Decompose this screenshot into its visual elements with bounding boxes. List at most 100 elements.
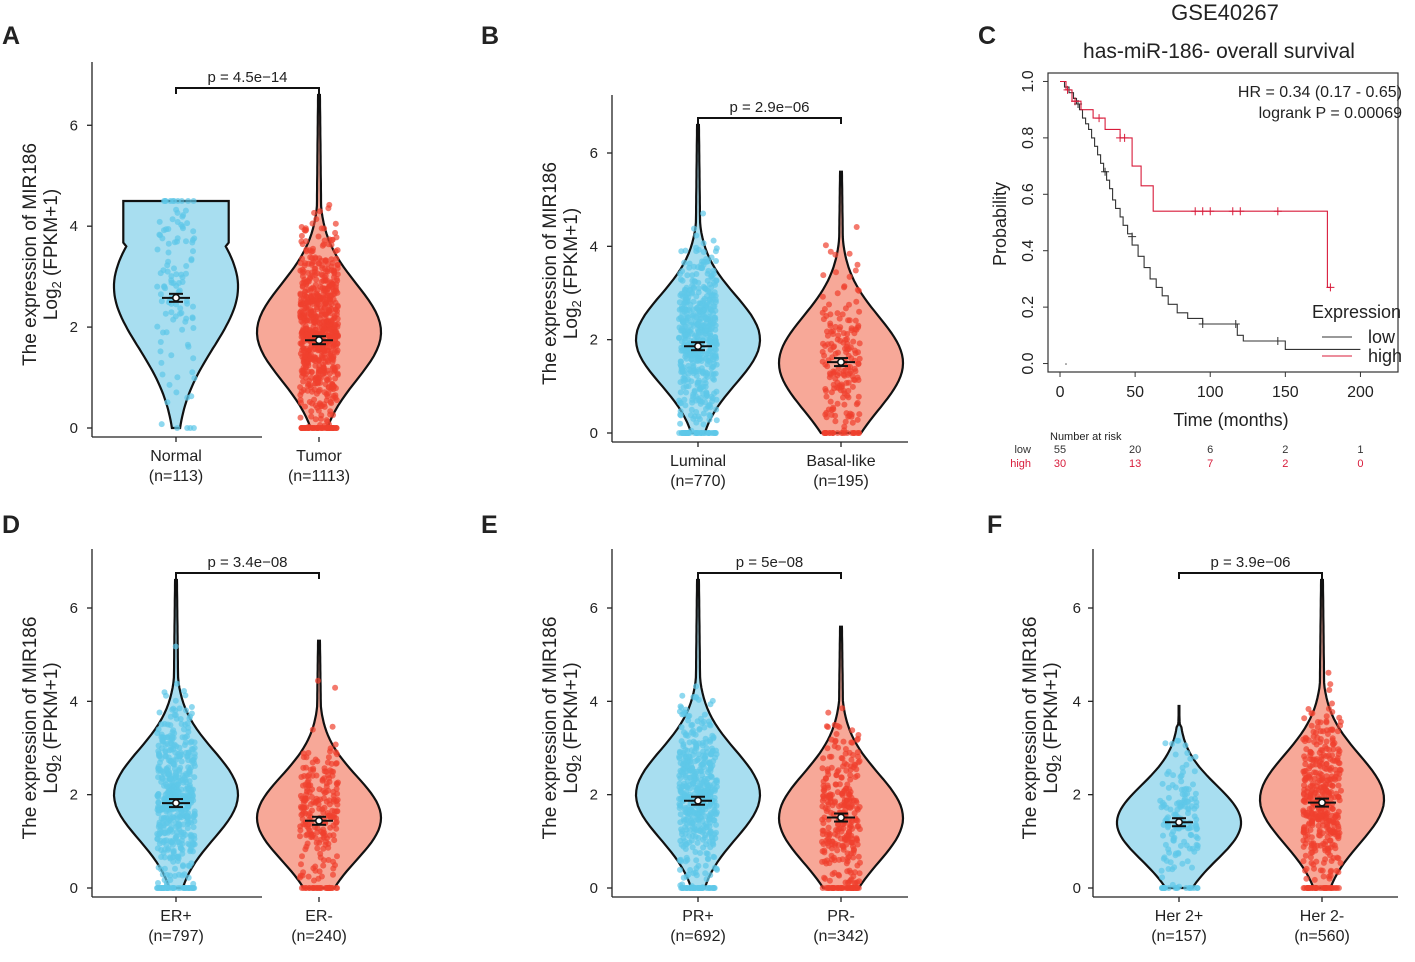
data-point: [842, 746, 849, 752]
data-point: [304, 840, 311, 847]
data-point: [1169, 740, 1176, 747]
data-point: [824, 363, 831, 370]
data-point: [856, 308, 863, 315]
survival-line: [1060, 80, 1361, 350]
km-panel-c: C GSE40267 has-miR-186- overall survival 0 5…: [978, 0, 1402, 470]
data-point: [691, 388, 698, 395]
data-point: [165, 249, 172, 256]
data-point: [325, 321, 332, 328]
data-point: [314, 845, 321, 852]
data-point: [1189, 864, 1195, 871]
data-point: [309, 248, 316, 255]
data-point: [821, 858, 828, 865]
data-point: [689, 330, 696, 337]
data-point: [185, 874, 192, 881]
data-point: [856, 411, 863, 418]
data-point: [1320, 873, 1327, 880]
data-point: [1162, 841, 1169, 848]
data-point: [1300, 790, 1307, 797]
violin-group-pr-: PR- (n=342): [777, 625, 905, 945]
y-tick-label: 4: [70, 693, 78, 710]
data-point: [154, 806, 161, 813]
data-point: [307, 287, 314, 294]
data-point: [313, 276, 320, 283]
y-tick-label: 0.6: [1020, 183, 1037, 205]
mean-marker: [172, 799, 180, 808]
data-point: [707, 844, 714, 851]
censor-mark: [1228, 207, 1237, 216]
data-point: [1335, 782, 1342, 789]
data-point: [686, 712, 693, 719]
data-point: [1335, 746, 1342, 753]
data-point: [708, 750, 715, 757]
data-point: [187, 425, 194, 431]
y-axis-subtitle: Log2 (FPKM+1): [561, 662, 584, 793]
data-point: [693, 683, 699, 690]
data-point: [839, 311, 846, 318]
data-point: [310, 308, 317, 315]
data-point: [298, 296, 305, 303]
data-point: [708, 773, 715, 780]
data-point: [689, 312, 696, 319]
data-point: [850, 873, 857, 880]
data-point: [333, 825, 340, 832]
data-point: [681, 396, 688, 403]
data-point: [161, 284, 168, 290]
data-point: [684, 272, 691, 279]
data-point: [298, 330, 305, 337]
data-point: [1177, 804, 1184, 811]
data-point: [832, 418, 839, 425]
data-point: [313, 772, 320, 779]
data-point: [166, 792, 173, 799]
data-point: [157, 339, 164, 345]
data-point: [846, 250, 853, 257]
data-point: [713, 258, 719, 264]
data-point: [840, 825, 847, 832]
data-point: [681, 806, 688, 813]
data-point: [313, 885, 320, 891]
data-point: [688, 321, 694, 328]
data-point: [1191, 795, 1198, 802]
data-point: [173, 206, 180, 213]
data-point: [681, 259, 688, 266]
data-point: [700, 885, 706, 891]
censor-mark: [1101, 167, 1110, 176]
data-point: [677, 703, 684, 710]
data-point: [163, 692, 169, 699]
data-point: [1187, 831, 1194, 838]
data-point: [1332, 828, 1338, 835]
data-point: [695, 289, 702, 296]
group-n-label: (n=797): [148, 928, 204, 945]
data-point: [168, 740, 175, 747]
data-point: [1328, 867, 1335, 874]
data-point: [304, 387, 311, 394]
data-point: [843, 767, 850, 774]
data-point: [1333, 790, 1340, 797]
data-point: [853, 835, 860, 842]
y-tick-label: 0: [70, 880, 78, 897]
data-point: [307, 294, 314, 301]
data-point: [1327, 844, 1334, 851]
data-point: [189, 239, 196, 246]
data-point: [161, 796, 167, 803]
data-point: [333, 275, 340, 282]
data-point: [157, 291, 164, 298]
data-point: [165, 845, 172, 852]
data-point: [300, 268, 307, 275]
data-point: [309, 807, 315, 814]
data-point: [1302, 761, 1309, 768]
mean-marker: [694, 796, 702, 805]
data-point: [1315, 822, 1322, 829]
data-point: [174, 858, 181, 864]
data-point: [834, 400, 841, 407]
x-tick-label: Luminal: [670, 453, 726, 470]
data-point: [182, 318, 189, 325]
data-point: [1186, 845, 1193, 852]
data-point: [325, 205, 332, 212]
data-point: [187, 739, 194, 746]
data-point: [823, 313, 830, 319]
data-point: [1308, 849, 1315, 856]
risk-table-title: Number at risk: [1050, 431, 1122, 443]
data-point: [1193, 816, 1200, 823]
violin-body: [1115, 704, 1243, 890]
